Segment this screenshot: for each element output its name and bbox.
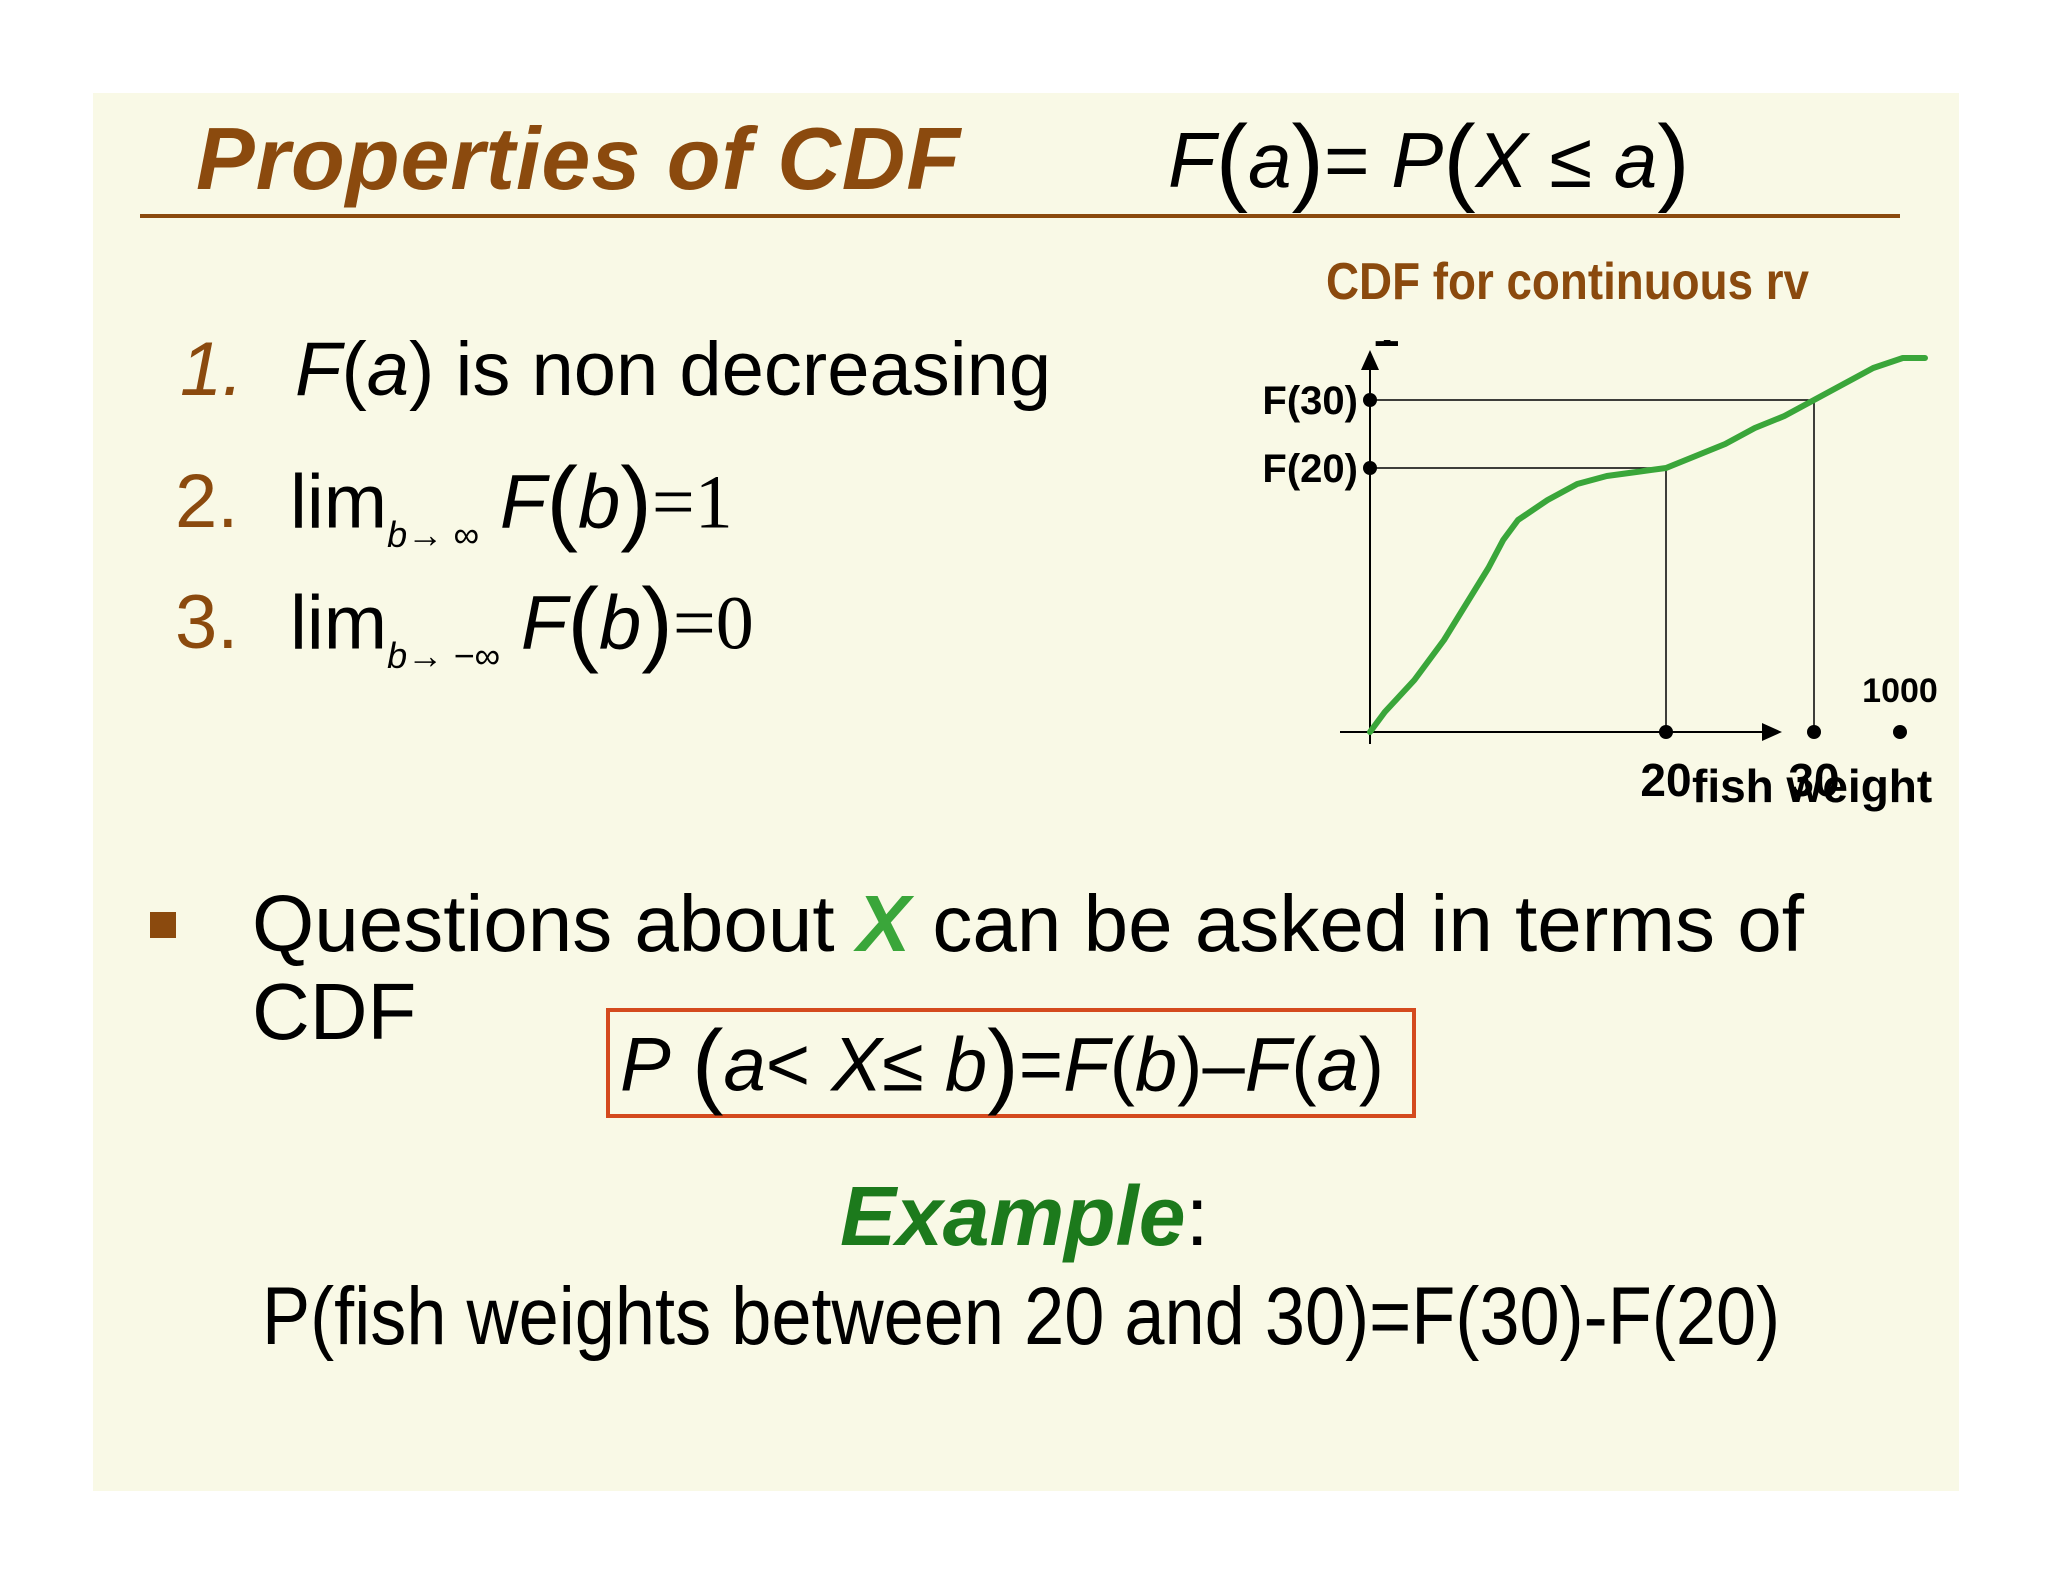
chart-title: CDF for continuous rv — [1326, 253, 1810, 311]
y-tick-label-1: 1 — [1373, 340, 1400, 357]
x-axis-arrow — [1762, 723, 1782, 741]
property-1: 1. F(a) is non decreasing — [180, 327, 1052, 412]
cdf-definition: F(a)= P(X ≤ a) — [1168, 105, 1690, 214]
y-tick-label-f20: F(20) — [1262, 447, 1358, 491]
property-2: 2. limb→ ∞ F(b)=1 — [175, 448, 733, 556]
x-tick-label-1000: 1000 — [1862, 672, 1938, 710]
x-tick-label-20: 20 — [1640, 754, 1691, 806]
question-line-1: Questions about X can be asked in terms … — [252, 879, 1804, 968]
bullet-square — [150, 912, 176, 938]
x-tick-label-30: 30 — [1788, 754, 1839, 806]
x30-point — [1807, 725, 1821, 739]
x20-point — [1659, 725, 1673, 739]
cdf-chart: 1 F(30) F(20) 20 30 1000 fish weight — [1262, 340, 1938, 812]
slide-background — [93, 93, 1959, 1491]
interval-probability-formula: P (a< X≤ b)=F(b)–F(a) — [620, 1011, 1385, 1117]
cdf-curve — [1367, 355, 1928, 735]
title-underline — [140, 214, 1900, 218]
example-heading: Example: — [840, 1169, 1209, 1263]
y-tick-label-f30: F(30) — [1262, 379, 1358, 423]
f20-point — [1363, 461, 1377, 475]
question-line-2: CDF — [252, 967, 417, 1056]
y-axis-arrow — [1361, 350, 1379, 370]
property-3: 3. limb→ −∞ F(b)=0 — [175, 569, 754, 677]
f30-point — [1363, 393, 1377, 407]
example-text: P(fish weights between 20 and 30)=F(30)-… — [262, 1271, 1781, 1362]
x-variable: X — [856, 879, 911, 968]
x-axis-label: fish weight — [1692, 760, 1932, 812]
x1000-point — [1893, 725, 1907, 739]
formula-box — [606, 1008, 1416, 1118]
slide-title: Properties of CDF — [196, 109, 962, 208]
